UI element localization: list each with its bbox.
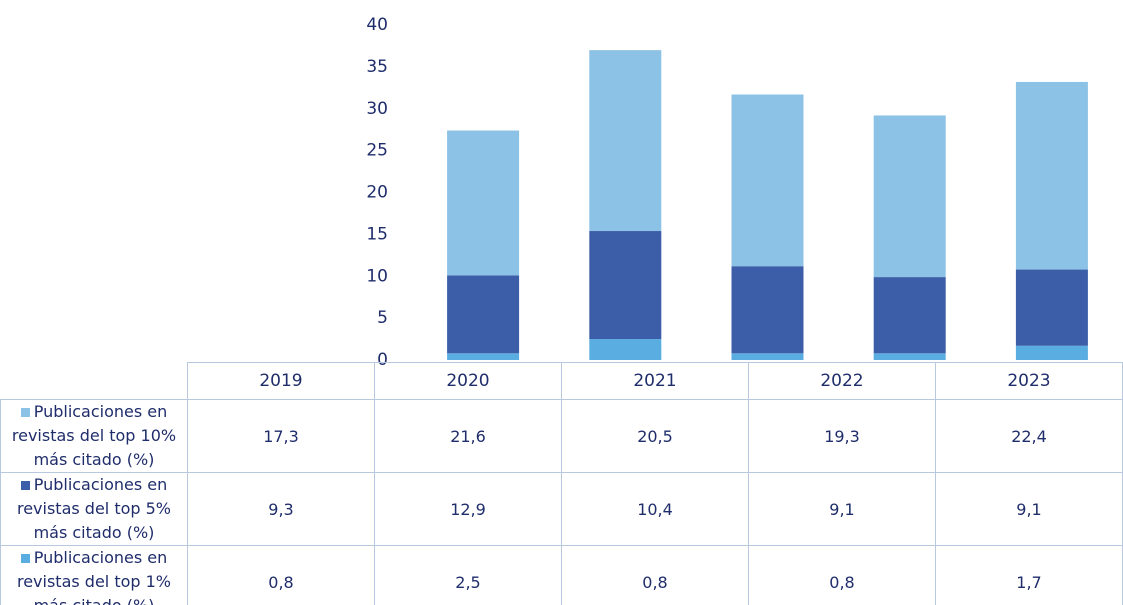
bar-segment — [589, 50, 662, 232]
bar-segment — [1015, 345, 1088, 360]
bar-segment — [589, 339, 662, 360]
y-tick-label: 5 — [377, 308, 388, 328]
legend-cell: Publicaciones en revistas del top 5% más… — [0, 472, 188, 546]
bar-segment — [873, 353, 946, 360]
bar-segment — [1015, 269, 1088, 346]
y-tick-label: 20 — [366, 183, 388, 203]
series-row: Publicaciones en revistas del top 1% más… — [0, 545, 1123, 605]
value-cell: 0,8 — [561, 545, 749, 605]
value-cell: 17,3 — [187, 399, 375, 473]
legend-cell: Publicaciones en revistas del top 10% má… — [0, 399, 188, 473]
bar-segment — [873, 277, 946, 354]
legend-label: Publicaciones en revistas del top 1% más… — [16, 548, 172, 605]
bar-segment — [1015, 81, 1088, 270]
bar-segment — [589, 231, 662, 340]
y-tick-label: 15 — [366, 224, 388, 244]
value-cell: 9,3 — [187, 472, 375, 546]
legend-swatch — [20, 481, 30, 490]
bar-segment — [731, 94, 804, 267]
value-cell: 21,6 — [374, 399, 562, 473]
y-tick-label: 35 — [366, 57, 388, 77]
y-tick-label: 0 — [377, 350, 388, 370]
bar-segment — [447, 130, 520, 276]
category-label: 2022 — [748, 362, 936, 400]
value-cell: 19,3 — [748, 399, 936, 473]
value-cell: 9,1 — [748, 472, 936, 546]
bar-segment — [731, 353, 804, 360]
series-row: Publicaciones en revistas del top 5% más… — [0, 472, 1123, 546]
series-row: Publicaciones en revistas del top 10% má… — [0, 399, 1123, 473]
value-cell: 20,5 — [561, 399, 749, 473]
category-label: 2021 — [561, 362, 749, 400]
value-cell: 10,4 — [561, 472, 749, 546]
bar-segment — [731, 266, 804, 354]
legend-swatch — [20, 408, 30, 417]
category-label: 2019 — [187, 362, 375, 400]
value-cell: 12,9 — [374, 472, 562, 546]
value-cell: 1,7 — [935, 545, 1123, 605]
value-cell: 0,8 — [187, 545, 375, 605]
value-cell: 2,5 — [374, 545, 562, 605]
legend-label: Publicaciones en revistas del top 5% más… — [16, 475, 172, 542]
value-cell: 0,8 — [748, 545, 936, 605]
blank-cell — [0, 362, 188, 400]
legend-cell: Publicaciones en revistas del top 1% más… — [0, 545, 188, 605]
y-tick-label: 25 — [366, 141, 388, 161]
bar-segment — [447, 275, 520, 354]
value-cell: 22,4 — [935, 399, 1123, 473]
header-row: 2019 2020 2021 2022 2023 — [0, 362, 1123, 400]
legend-label: Publicaciones en revistas del top 10% má… — [11, 402, 177, 469]
y-tick-label: 30 — [366, 99, 388, 119]
bar-segment — [873, 115, 946, 278]
data-table: 2019 2020 2021 2022 2023 Publicaciones en rev… — [0, 362, 1123, 605]
value-cell: 9,1 — [935, 472, 1123, 546]
legend-swatch — [20, 554, 30, 563]
category-label: 2023 — [935, 362, 1123, 400]
category-label: 2020 — [374, 362, 562, 400]
bar-segment — [447, 353, 520, 360]
y-tick-label: 40 — [366, 15, 388, 35]
y-tick-label: 10 — [366, 266, 388, 286]
